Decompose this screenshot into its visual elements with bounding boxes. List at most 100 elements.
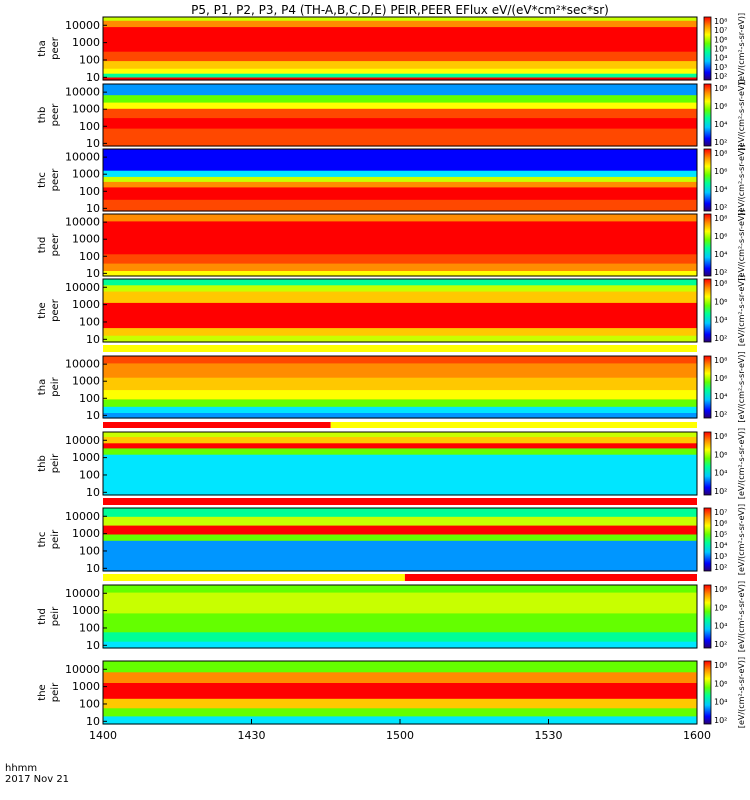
x-tick-label: 1500: [386, 729, 414, 742]
spectrogram-band: [103, 437, 697, 444]
colorbar-unit-label: [eV/(cm²-s-sr-eV)]: [737, 79, 746, 150]
colorbar-tick-label: 10⁶: [714, 232, 727, 241]
spectrogram-band: [103, 592, 697, 614]
y-tick-label: 1000: [72, 168, 100, 181]
y-tick-label: 10000: [65, 216, 100, 229]
colorbar-tick-label: 10⁴: [714, 250, 727, 259]
y-tick-label: 100: [79, 622, 100, 635]
colorbar-tick-label: 10⁶: [714, 374, 727, 383]
colorbar-tick-label: 10²: [714, 268, 727, 277]
spectrogram-band: [103, 525, 697, 535]
y-tick-label: 10000: [65, 510, 100, 523]
spectrogram-band: [103, 335, 697, 343]
panel-species-label: peer: [50, 298, 61, 322]
colorbar-tick-label: 10⁶: [714, 167, 727, 176]
x-tick-label: 1430: [238, 729, 266, 742]
spectrogram-band: [103, 454, 697, 496]
colorbar-tick-label: 10⁶: [714, 35, 727, 44]
y-tick-label: 100: [79, 545, 100, 558]
colorbar: [703, 355, 712, 419]
y-tick-label: 10000: [65, 86, 100, 99]
panel-species-label: peir: [50, 453, 61, 473]
spectrogram-band: [103, 27, 697, 53]
colorbar-unit-label: [eV/(cm²-s-sr-eV)]: [737, 428, 746, 499]
y-tick-label: 1000: [72, 527, 100, 540]
spectrogram-band: [103, 661, 697, 673]
mode-bar-after-tha_peir: [103, 422, 697, 428]
panel-species-label: peir: [50, 682, 61, 702]
colorbar-tick-label: 10⁸: [714, 17, 727, 26]
spectrogram-band: [103, 377, 697, 391]
y-tick-label: 10: [86, 562, 100, 575]
colorbar-tick-label: 10⁶: [714, 102, 727, 111]
panel-species-label: peir: [50, 376, 61, 396]
x-tick-label: 1400: [89, 729, 117, 742]
panel-thc_peir: 10000 1000 100 10 thc peir 10⁷ 10⁶ 10⁵ 10⁴ 10³ 10² […: [37, 504, 746, 575]
colorbar-tick-label: 10⁴: [714, 120, 727, 129]
panel-thb_peer: 10000 1000 100 10 thb peer 10⁸ 10⁶ 10⁴ 10² [eV/(cm…: [37, 79, 746, 150]
colorbar-tick-label: 10²: [714, 334, 727, 343]
spectrogram-band: [103, 221, 697, 255]
panel-tha_peer: 10000 1000 100 10 tha peer 10⁸10⁷10⁶10⁵10⁴10³1…: [37, 13, 746, 84]
y-tick-label: 10000: [65, 281, 100, 294]
y-tick-label: 10000: [65, 358, 100, 371]
colorbar-tick-label: 10³: [714, 63, 727, 72]
y-tick-label: 10000: [65, 434, 100, 447]
spectrogram-band: [103, 108, 697, 119]
panel-probe-label: tha: [37, 379, 48, 395]
colorbar-tick-label: 10⁴: [714, 469, 727, 478]
spectrogram-band: [103, 187, 697, 201]
colorbar-tick-label: 10⁸: [714, 214, 727, 223]
y-tick-label: 10: [86, 409, 100, 422]
colorbar-unit-label: [eV/(cm²-s-sr-eV)]: [737, 351, 746, 422]
spectrogram-band: [103, 328, 697, 337]
y-tick-label: 10: [86, 639, 100, 652]
spectrogram-band: [103, 271, 697, 277]
y-tick-label: 1000: [72, 451, 100, 464]
spectrogram-band: [103, 285, 697, 293]
y-tick-label: 10: [86, 137, 100, 150]
spectrogram-band: [103, 254, 697, 265]
y-tick-label: 100: [79, 250, 100, 263]
spectrogram-band: [103, 363, 697, 379]
spectrogram-band: [103, 214, 697, 222]
spectrogram-band: [103, 128, 697, 147]
spectrogram-band: [103, 585, 697, 594]
spectrogram-band: [103, 199, 697, 212]
colorbar-tick-label: 10²: [714, 138, 727, 147]
y-tick-label: 1000: [72, 375, 100, 388]
panel-frame: [102, 278, 698, 343]
mode-bar-segment: [330, 422, 697, 428]
colorbar-tick-label: 10⁶: [714, 603, 727, 612]
spectrogram-band: [103, 102, 697, 110]
spectrogram-band: [103, 540, 697, 572]
panel-frame: [102, 355, 698, 419]
colorbar: [703, 16, 712, 81]
colorbar-unit-label: [eV/(cm²-s-sr-eV)]: [737, 13, 746, 84]
colorbar-tick-label: 10⁶: [714, 450, 727, 459]
mode-bar-after-thc_peir: [103, 498, 697, 505]
y-tick-label: 10000: [65, 151, 100, 164]
spectrogram-band: [103, 68, 697, 75]
panel-probe-label: thb: [37, 107, 48, 124]
colorbar-unit-label: [eV/(cm²-s-sr-eV)]: [737, 504, 746, 575]
spectrogram-band: [103, 432, 697, 438]
spectrogram-band: [103, 279, 697, 286]
panel-probe-label: tha: [37, 40, 48, 56]
x-tick-label: 1600: [683, 729, 711, 742]
y-tick-label: 10000: [65, 663, 100, 676]
mode-bar-segment: [103, 498, 697, 505]
y-tick-label: 10: [86, 715, 100, 728]
spectrogram-band: [103, 291, 697, 304]
panel-the_peir: 10000 1000 100 10 the peir 10⁸ 10⁶ 10⁴ 10² [eV/(cm…: [37, 657, 746, 728]
panel-thb_peir: 10000 1000 100 10 thb peir 10⁸ 10⁶ 10⁴ 10² [eV/(cm…: [37, 428, 746, 499]
colorbar-tick-label: 10⁸: [714, 279, 727, 288]
panel-frame: [102, 16, 698, 81]
panel-probe-label: thc: [37, 532, 48, 548]
colorbar-tick-label: 10⁸: [714, 149, 727, 158]
spectrogram-band: [103, 84, 697, 96]
y-tick-label: 10: [86, 333, 100, 346]
spectrogram-band: [103, 356, 697, 364]
panel-species-label: peer: [50, 103, 61, 127]
mode-bar-segment: [103, 422, 331, 428]
